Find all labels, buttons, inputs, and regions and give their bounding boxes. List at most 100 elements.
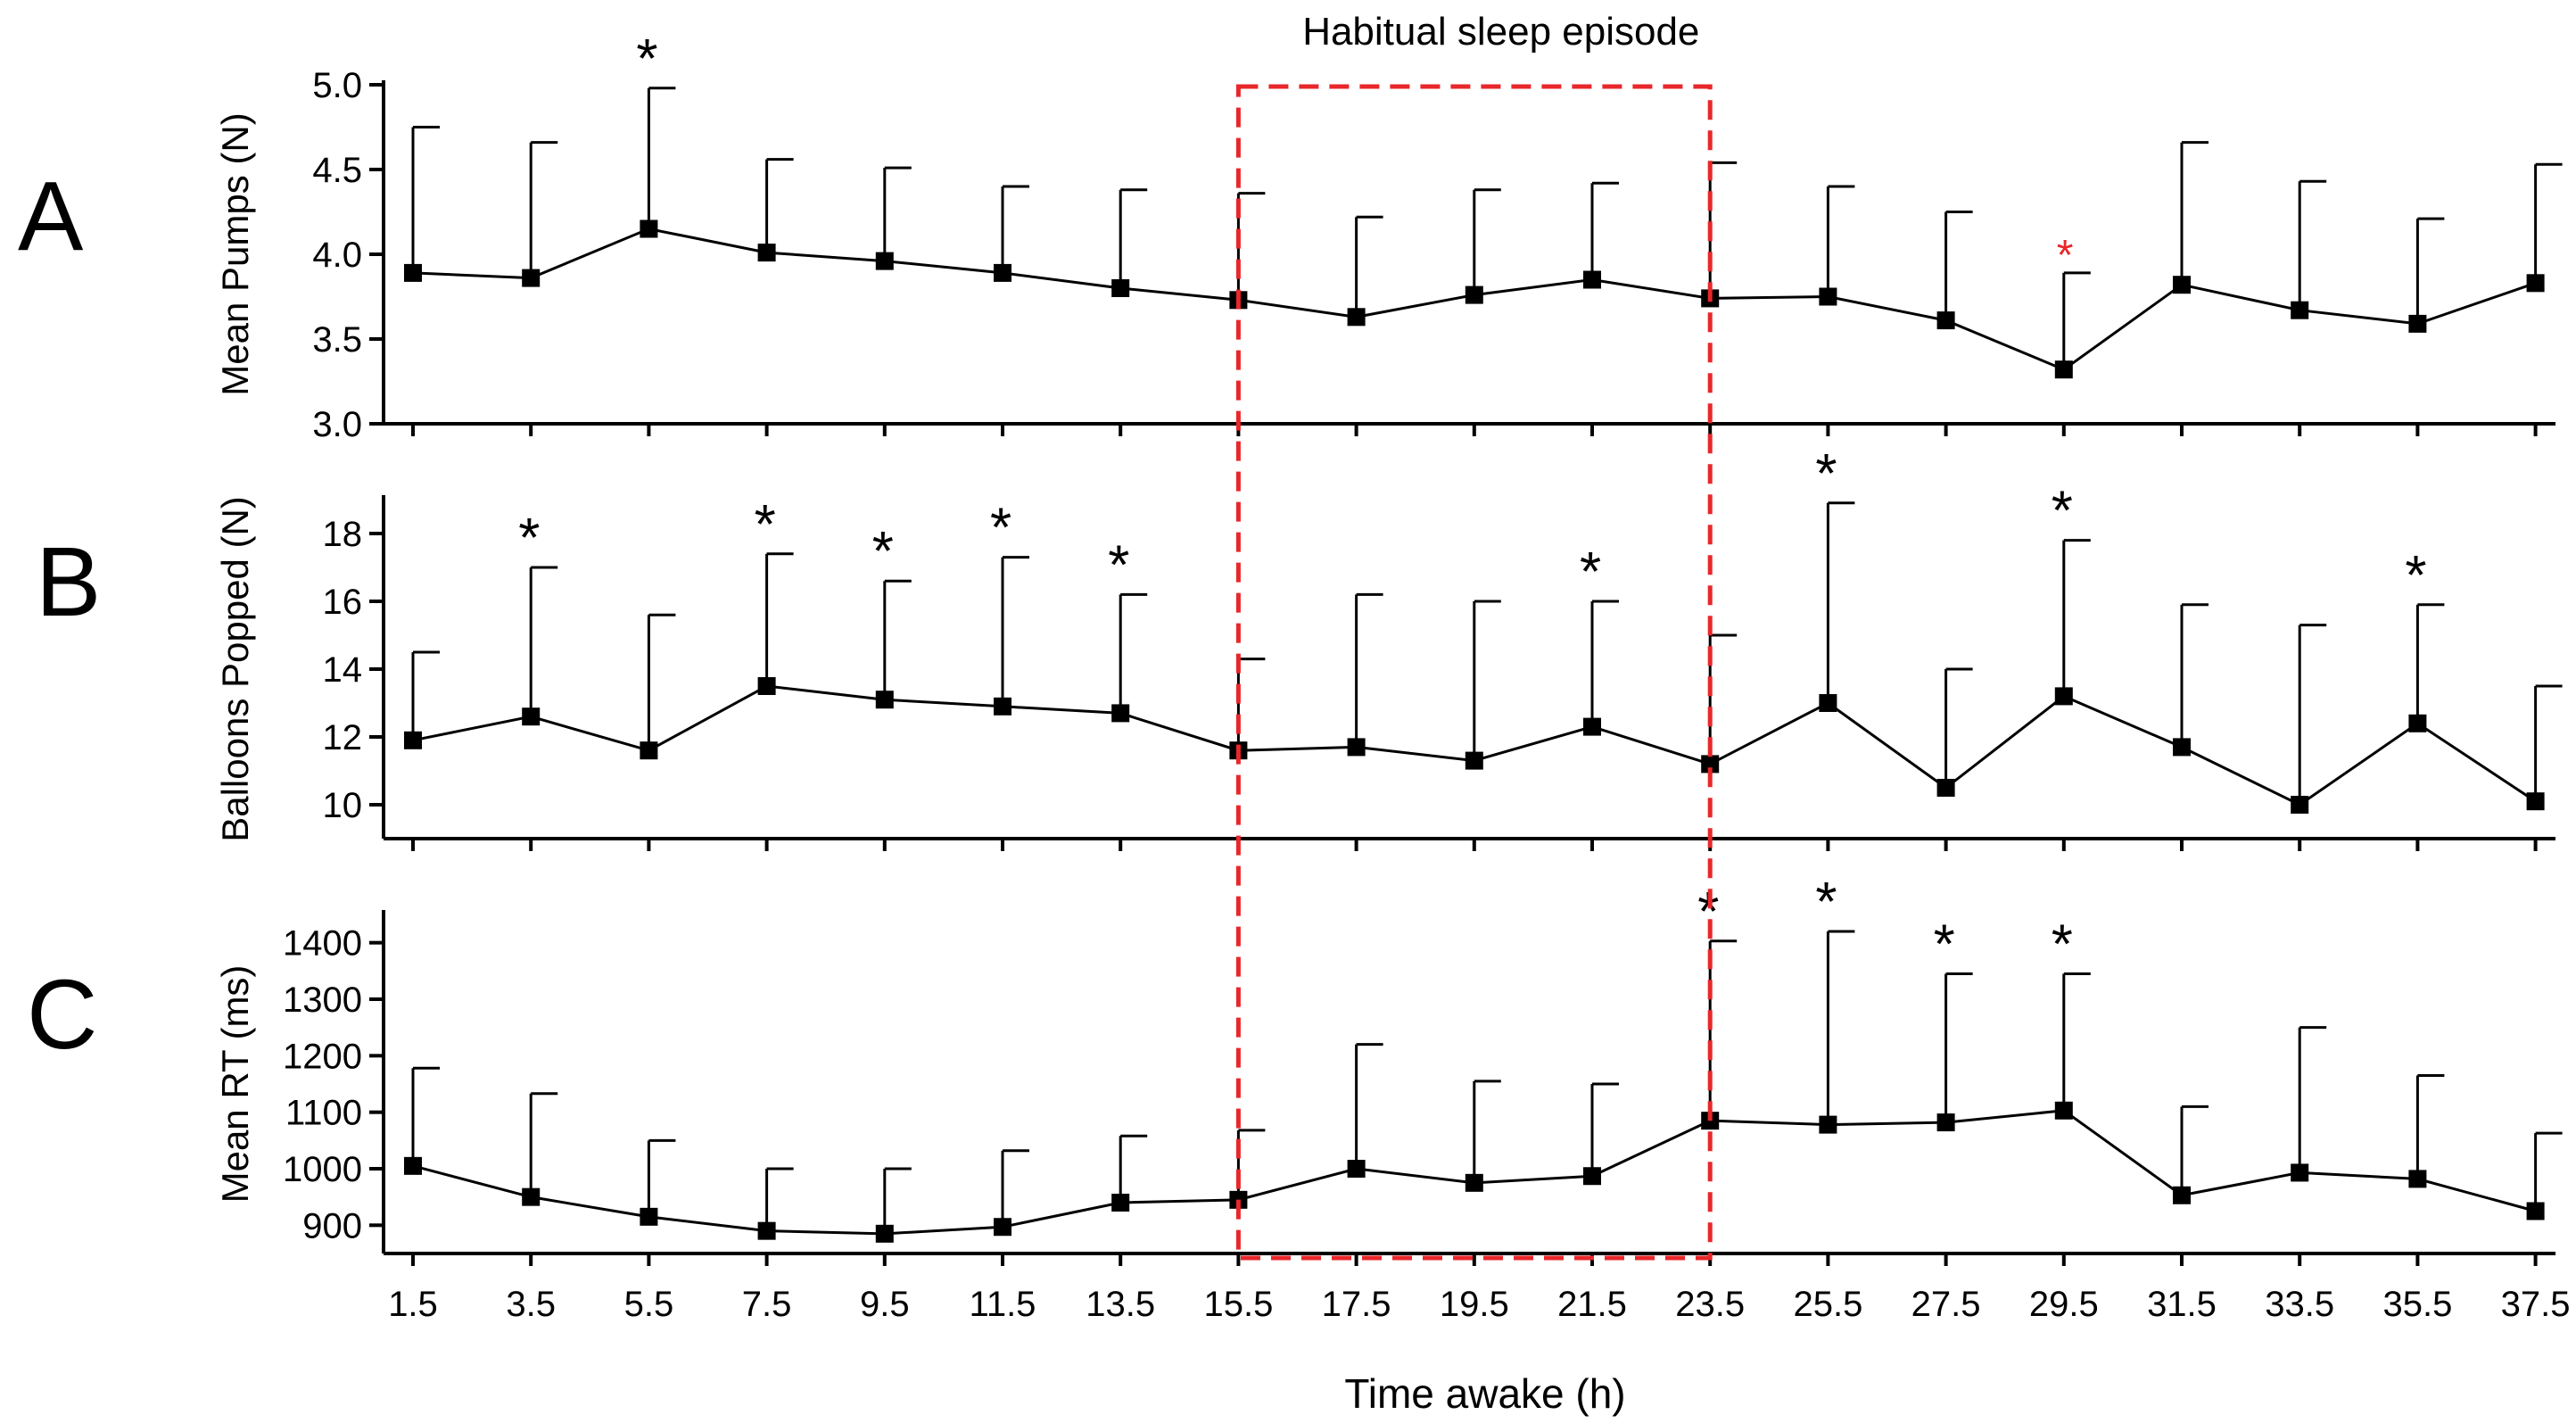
data-point [1819,287,1837,306]
y-tick-label: 3.0 [312,405,362,444]
panels: A 3.0 3.5 4.0 4.5 5.0 Mean Pumps (N) * * B 10 12 14 1… [18,29,2571,1324]
y-axis-title: Balloons Popped (N) [214,496,256,842]
data-point [1583,717,1601,736]
x-tick-label: 17.5 [1322,1285,1391,1324]
significance-star: * [2052,481,2073,542]
data-point [2408,1170,2427,1188]
x-tick-label: 11.5 [970,1285,1036,1324]
data-point [2526,274,2545,293]
significance-star-highlight: * [2057,232,2074,279]
y-tick-label: 1000 [283,1150,362,1189]
data-point [522,269,541,287]
significance-star: * [518,508,540,569]
x-tick-label: 21.5 [1557,1285,1627,1324]
y-tick-label: 5.0 [312,66,362,105]
panel-b: B 10 12 14 16 18 Balloons Popped (N) * * * * * * * * * [36,443,2563,851]
y-axis-title: Mean Pumps (N) [214,112,256,395]
significance-star: * [990,498,1011,559]
y-tick-label: 4.0 [312,236,362,275]
data-point [1819,1115,1837,1134]
data-point [1701,755,1720,774]
x-tick-label: 27.5 [1911,1285,1981,1324]
x-tick-label: 9.5 [860,1285,910,1324]
x-tick-label: 29.5 [2029,1285,2099,1324]
data-point [875,691,894,709]
y-tick-label: 3.5 [312,320,362,360]
x-tick-label: 33.5 [2265,1285,2334,1324]
panel-letter: C [27,960,97,1070]
data-point [2526,1202,2545,1220]
significance-star: * [1934,914,1955,976]
x-tick-label: 31.5 [2147,1285,2217,1324]
panel-letter: A [18,161,84,271]
data-point [640,741,658,760]
y-tick-label: 12 [323,718,363,757]
significance-star: * [1815,443,1837,505]
data-point [640,1207,658,1226]
significance-star: * [872,521,894,583]
data-point [2054,360,2073,379]
data-point [1111,279,1130,297]
data-point [2408,714,2427,732]
significance-star: * [1815,872,1837,933]
significance-star: * [2052,914,2073,976]
data-point [2054,687,2073,706]
x-tick-label: 5.5 [624,1285,674,1324]
y-tick-label: 10 [323,786,363,825]
y-tick-label: 1300 [283,980,362,1020]
y-tick-label: 900 [302,1206,362,1245]
data-point [994,697,1011,716]
y-tick-label: 1100 [285,1094,362,1133]
data-point [1111,704,1130,723]
data-point [994,1218,1011,1237]
y-tick-label: 4.5 [312,151,362,190]
x-tick-label: 19.5 [1440,1285,1509,1324]
significance-star: * [1108,534,1129,596]
data-point [2291,1163,2309,1182]
data-point [404,1156,422,1175]
data-point [1111,1194,1130,1212]
x-tick-label: 35.5 [2382,1285,2452,1324]
y-tick-label: 1200 [283,1037,362,1076]
data-point [1465,751,1483,770]
data-point [404,263,422,282]
data-point [757,244,776,262]
data-point [1465,1173,1483,1192]
data-point [1583,1167,1601,1186]
x-tick-label: 3.5 [506,1285,556,1324]
data-point [1936,779,1955,797]
x-tick-label: 15.5 [1203,1285,1273,1324]
data-point [757,677,776,695]
data-point [404,731,422,749]
x-tick-label: 25.5 [1793,1285,1862,1324]
data-point [1347,1160,1366,1178]
y-tick-label: 16 [323,583,363,622]
data-point [1347,308,1366,327]
data-point [1936,311,1955,330]
data-point [640,219,658,238]
significance-star: * [2405,545,2426,607]
x-axis-title: Time awake (h) [1344,1370,1625,1417]
y-tick-label: 18 [323,515,363,554]
data-point [2291,796,2309,814]
data-point [522,1187,541,1206]
data-point [1583,270,1601,289]
data-point [1936,1113,1955,1132]
x-tick-label: 1.5 [388,1285,438,1324]
x-tick-label: 23.5 [1675,1285,1745,1324]
data-point [875,1224,894,1243]
data-point [875,252,894,270]
y-tick-label: 14 [323,650,363,690]
data-point [1465,285,1483,304]
panel-letter: B [36,527,101,637]
data-point [757,1221,776,1240]
sleep-episode-label: Habitual sleep episode [1302,10,1699,54]
data-point [2291,301,2309,319]
data-point [1347,738,1366,757]
data-point [2526,792,2545,811]
significance-star: * [1580,542,1601,603]
data-point [2408,314,2427,333]
significance-star: * [755,494,776,556]
